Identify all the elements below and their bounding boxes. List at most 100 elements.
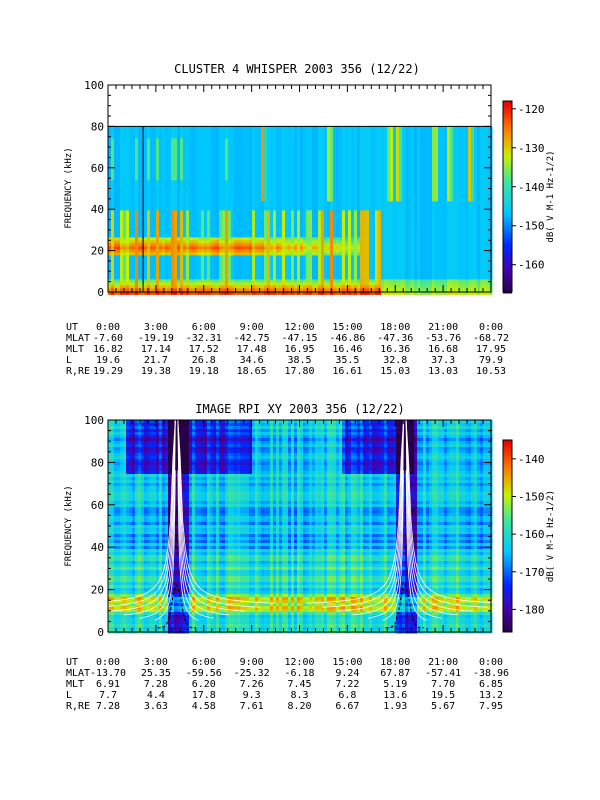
colorbar-tick-label: -140 (518, 181, 545, 194)
ephemeris-value: 16.95 (284, 344, 314, 355)
ephemeris-row-label: L (66, 355, 72, 366)
ephemeris-value: -38.96 (473, 668, 509, 679)
ephemeris-value: 7.61 (240, 701, 264, 712)
ephemeris-value: 26.8 (192, 355, 216, 366)
gyrofrequency-curve (157, 584, 196, 629)
ephemeris-value: 32.8 (383, 355, 407, 366)
plasma-frequency-curve (382, 470, 404, 621)
ephemeris-value: -32.31 (186, 333, 222, 344)
ephemeris-row-label: UT (66, 322, 78, 333)
ephemeris-value: 6.8 (338, 690, 356, 701)
spectrogram: 0 20 40 60 80 100 (84, 79, 493, 299)
ephemeris-value: 7.28 (144, 679, 168, 690)
ephemeris-value: 34.6 (240, 355, 264, 366)
plasma-frequency-curve (78, 419, 176, 604)
ephemeris-value: 17.52 (189, 344, 219, 355)
ephemeris-value: -7.60 (93, 333, 123, 344)
colorbar-label: dB( V M-1 Hz-1/2) (546, 150, 556, 242)
ephemeris-value: 15.03 (380, 366, 410, 377)
ephemeris-value: -46.86 (329, 333, 365, 344)
ephemeris-value: 0:00 (96, 657, 120, 668)
ephemeris-value: 19.18 (189, 366, 219, 377)
y-tick-label: 100 (84, 79, 104, 92)
plasma-frequency-curve (177, 419, 275, 604)
plasma-frequency-curve (177, 419, 260, 608)
ephemeris-value: 7.22 (335, 679, 359, 690)
plasma-frequency-curve (405, 419, 442, 619)
ephemeris-value: 1.93 (383, 701, 407, 712)
ephemeris-row-label: R,RE (66, 701, 90, 712)
ephemeris-value: 17.48 (237, 344, 267, 355)
plasma-frequency-curve (405, 419, 504, 604)
colorbar-frame (502, 100, 513, 293)
ephemeris-value: 19.38 (141, 366, 171, 377)
ephemeris-value: 0:00 (479, 657, 503, 668)
chart-title: IMAGE RPI XY 2003 356 (12/22) (195, 402, 405, 416)
colorbar-frame (502, 439, 513, 633)
ephemeris-value: 13.6 (383, 690, 407, 701)
ephemeris-value: -47.36 (377, 333, 413, 344)
plasma-frequency-curve (405, 419, 458, 616)
ephemeris-value: 17.80 (284, 366, 314, 377)
colorbar-tick-label: -130 (518, 142, 545, 155)
ephemeris-row-label: MLT (66, 679, 84, 690)
colorbar-tick-label: -140 (518, 453, 545, 466)
y-tick-label: 0 (97, 286, 104, 299)
ephemeris-value: 6:00 (192, 657, 216, 668)
colorbar-tick-label: -170 (518, 566, 545, 579)
ephemeris-value: 19.5 (431, 690, 455, 701)
ephemeris-value: 16.36 (380, 344, 410, 355)
ephemeris-value: -13.70 (90, 668, 126, 679)
ephemeris-value: 0:00 (96, 322, 120, 333)
ephemeris-value: 7.28 (96, 701, 120, 712)
ephemeris-value: 7.70 (431, 679, 455, 690)
ephemeris-value: 7.45 (287, 679, 311, 690)
ephemeris-value: 9:00 (240, 322, 264, 333)
plasma-frequency-curve (405, 419, 488, 608)
ephemeris-value: 17.8 (192, 690, 216, 701)
ephemeris-row-label: MLAT (66, 333, 90, 344)
colorbar-tick-label: -160 (518, 528, 545, 541)
ephemeris-value: 4.4 (147, 690, 165, 701)
plasma-frequency-curve (405, 419, 473, 612)
plasma-frequency-curve (405, 470, 427, 621)
y-axis-label: FREQUENCY (kHz) (64, 485, 74, 566)
ephemeris-value: 18:00 (380, 657, 410, 668)
ephemeris-value: 21:00 (428, 322, 458, 333)
ephemeris-value: 7.7 (99, 690, 117, 701)
plasma-frequency-curve (306, 419, 404, 604)
ephemeris-value: 16.68 (428, 344, 458, 355)
colorbar-tick-label: -160 (518, 259, 545, 272)
ephemeris-value: 3.63 (144, 701, 168, 712)
ephemeris-value: 6.20 (192, 679, 216, 690)
ephemeris-value: 17.95 (476, 344, 506, 355)
y-axis-label: FREQUENCY (kHz) (64, 147, 74, 228)
y-tick-label: 20 (91, 584, 104, 597)
plasma-frequency-curve (139, 419, 176, 619)
panel-cluster-whisper: CLUSTER 4 WHISPER 2003 356 (12/22) 0 20 40… (64, 62, 556, 377)
ephemeris-row-label: MLT (66, 344, 84, 355)
ephemeris-value: 3:00 (144, 322, 168, 333)
ephemeris-value: 13.2 (479, 690, 503, 701)
ephemeris-value: 19.29 (93, 366, 123, 377)
ephemeris-value: 16.46 (332, 344, 362, 355)
colorbar-tick-label: -150 (518, 220, 545, 233)
ephemeris-value: 19.6 (96, 355, 120, 366)
ephemeris-value: 0:00 (479, 322, 503, 333)
ephemeris-value: 10.53 (476, 366, 506, 377)
plasma-frequency-curve (93, 419, 176, 608)
colorbar: -120 -130 -140 -150 -160 dB( V M-1 Hz-1/2) (502, 100, 556, 294)
y-tick-label: 20 (91, 245, 104, 258)
y-tick-label: 80 (91, 120, 104, 133)
ephemeris-value: 12:00 (284, 322, 314, 333)
plasma-frequency-curve (367, 419, 404, 619)
ephemeris-value: 6.85 (479, 679, 503, 690)
ephemeris-value: -25.32 (234, 668, 270, 679)
y-tick-label: 40 (91, 541, 104, 554)
plasma-frequency-curve (124, 419, 176, 616)
plasma-frequency-curve (177, 419, 214, 619)
panel-image-rpi: IMAGE RPI XY 2003 356 (12/22) 0 20 40 60 80 1… (64, 402, 556, 712)
colorbar-tick-label: -180 (518, 603, 545, 616)
ephemeris-value: 8.3 (290, 690, 308, 701)
